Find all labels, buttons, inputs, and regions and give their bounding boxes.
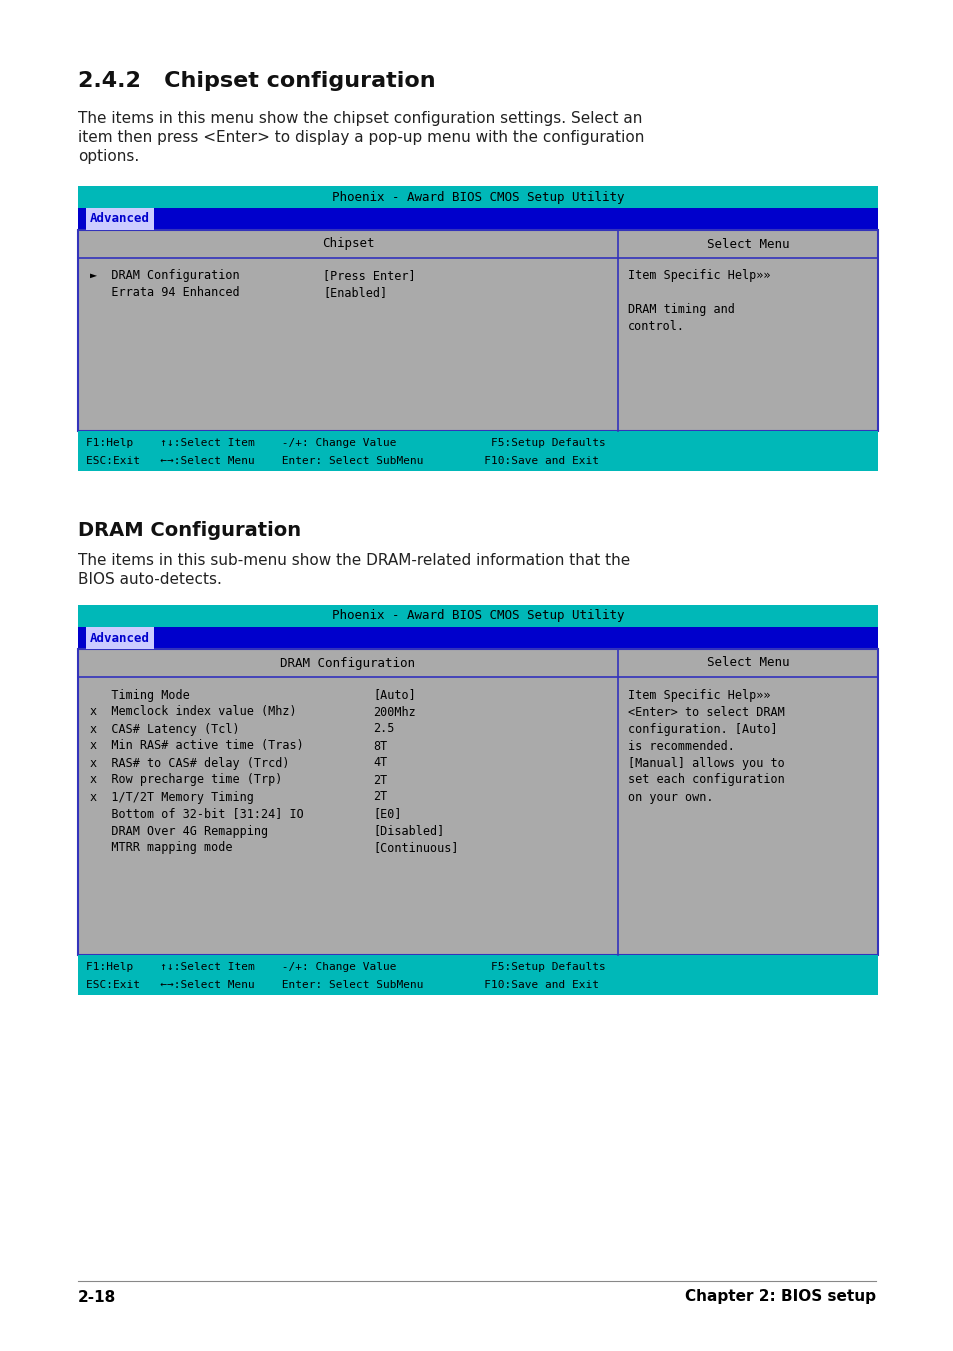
Text: MTRR mapping mode: MTRR mapping mode [90,842,233,854]
Text: [Press Enter]: [Press Enter] [323,269,416,282]
Text: 2T: 2T [373,790,387,804]
Text: ►  DRAM Configuration: ► DRAM Configuration [90,269,239,282]
Text: 2-18: 2-18 [78,1289,116,1305]
Text: x  Row precharge time (Trp): x Row precharge time (Trp) [90,774,282,786]
Text: [Disabled]: [Disabled] [373,824,444,838]
Text: BIOS auto-detects.: BIOS auto-detects. [78,571,222,586]
Text: DRAM Over 4G Remapping: DRAM Over 4G Remapping [90,824,268,838]
Text: Chipset: Chipset [321,238,374,250]
Text: Phoenix - Award BIOS CMOS Setup Utility: Phoenix - Award BIOS CMOS Setup Utility [332,609,623,623]
Text: Errata 94 Enhanced: Errata 94 Enhanced [90,286,239,300]
Text: Select Menu: Select Menu [706,238,788,250]
Bar [78,208,877,230]
Text: 2.4.2   Chipset configuration: 2.4.2 Chipset configuration [78,72,436,91]
Text: 4T: 4T [373,757,387,770]
Text: [E0]: [E0] [373,808,401,820]
Text: x  CAS# Latency (Tcl): x CAS# Latency (Tcl) [90,723,239,735]
Text: The items in this menu show the chipset configuration settings. Select an: The items in this menu show the chipset … [78,111,641,126]
Text: set each configuration: set each configuration [627,774,784,786]
Text: Item Specific Help»»: Item Specific Help»» [627,269,770,282]
Text: 200Mhz: 200Mhz [373,705,416,719]
Text: DRAM Configuration: DRAM Configuration [78,521,301,540]
Bar [78,230,877,431]
Text: Bottom of 32-bit [31:24] IO: Bottom of 32-bit [31:24] IO [90,808,303,820]
Bar [86,208,153,230]
Text: [Auto]: [Auto] [373,689,416,701]
Text: Chapter 2: BIOS setup: Chapter 2: BIOS setup [684,1289,875,1305]
Text: F1:Help    ↑↓:Select Item    -/+: Change Value              F5:Setup Defaults: F1:Help ↑↓:Select Item -/+: Change Value… [86,962,605,971]
Bar [78,955,877,994]
Text: Timing Mode: Timing Mode [90,689,190,701]
Text: Advanced: Advanced [90,631,150,644]
Text: ESC:Exit   ←→:Select Menu    Enter: Select SubMenu         F10:Save and Exit: ESC:Exit ←→:Select Menu Enter: Select Su… [86,457,598,466]
Text: x  Min RAS# active time (Tras): x Min RAS# active time (Tras) [90,739,303,753]
Text: F1:Help    ↑↓:Select Item    -/+: Change Value              F5:Setup Defaults: F1:Help ↑↓:Select Item -/+: Change Value… [86,438,605,449]
Text: x  Memclock index value (Mhz): x Memclock index value (Mhz) [90,705,296,719]
Text: configuration. [Auto]: configuration. [Auto] [627,723,777,735]
Text: <Enter> to select DRAM: <Enter> to select DRAM [627,705,784,719]
Text: on your own.: on your own. [627,790,713,804]
Text: [Manual] allows you to: [Manual] allows you to [627,757,784,770]
Text: DRAM timing and: DRAM timing and [627,304,734,316]
Text: 2.5: 2.5 [373,723,394,735]
Text: Item Specific Help»»: Item Specific Help»» [627,689,770,701]
Text: Phoenix - Award BIOS CMOS Setup Utility: Phoenix - Award BIOS CMOS Setup Utility [332,190,623,204]
Text: ESC:Exit   ←→:Select Menu    Enter: Select SubMenu         F10:Save and Exit: ESC:Exit ←→:Select Menu Enter: Select Su… [86,979,598,990]
Text: DRAM Configuration: DRAM Configuration [280,657,416,670]
Bar [78,648,877,955]
Bar [78,186,877,208]
Text: 2T: 2T [373,774,387,786]
Text: 8T: 8T [373,739,387,753]
Text: The items in this sub-menu show the DRAM-related information that the: The items in this sub-menu show the DRAM… [78,553,630,567]
Text: x  1/T/2T Memory Timing: x 1/T/2T Memory Timing [90,790,253,804]
Bar [78,627,877,648]
Text: [Enabled]: [Enabled] [323,286,387,300]
Bar [78,431,877,471]
Bar [78,605,877,627]
Bar [86,627,153,648]
Text: [Continuous]: [Continuous] [373,842,458,854]
Text: options.: options. [78,149,139,163]
Text: is recommended.: is recommended. [627,739,734,753]
Text: item then press <Enter> to display a pop-up menu with the configuration: item then press <Enter> to display a pop… [78,130,643,145]
Text: Advanced: Advanced [90,212,150,226]
Text: control.: control. [627,320,684,334]
Text: x  RAS# to CAS# delay (Trcd): x RAS# to CAS# delay (Trcd) [90,757,289,770]
Text: Select Menu: Select Menu [706,657,788,670]
